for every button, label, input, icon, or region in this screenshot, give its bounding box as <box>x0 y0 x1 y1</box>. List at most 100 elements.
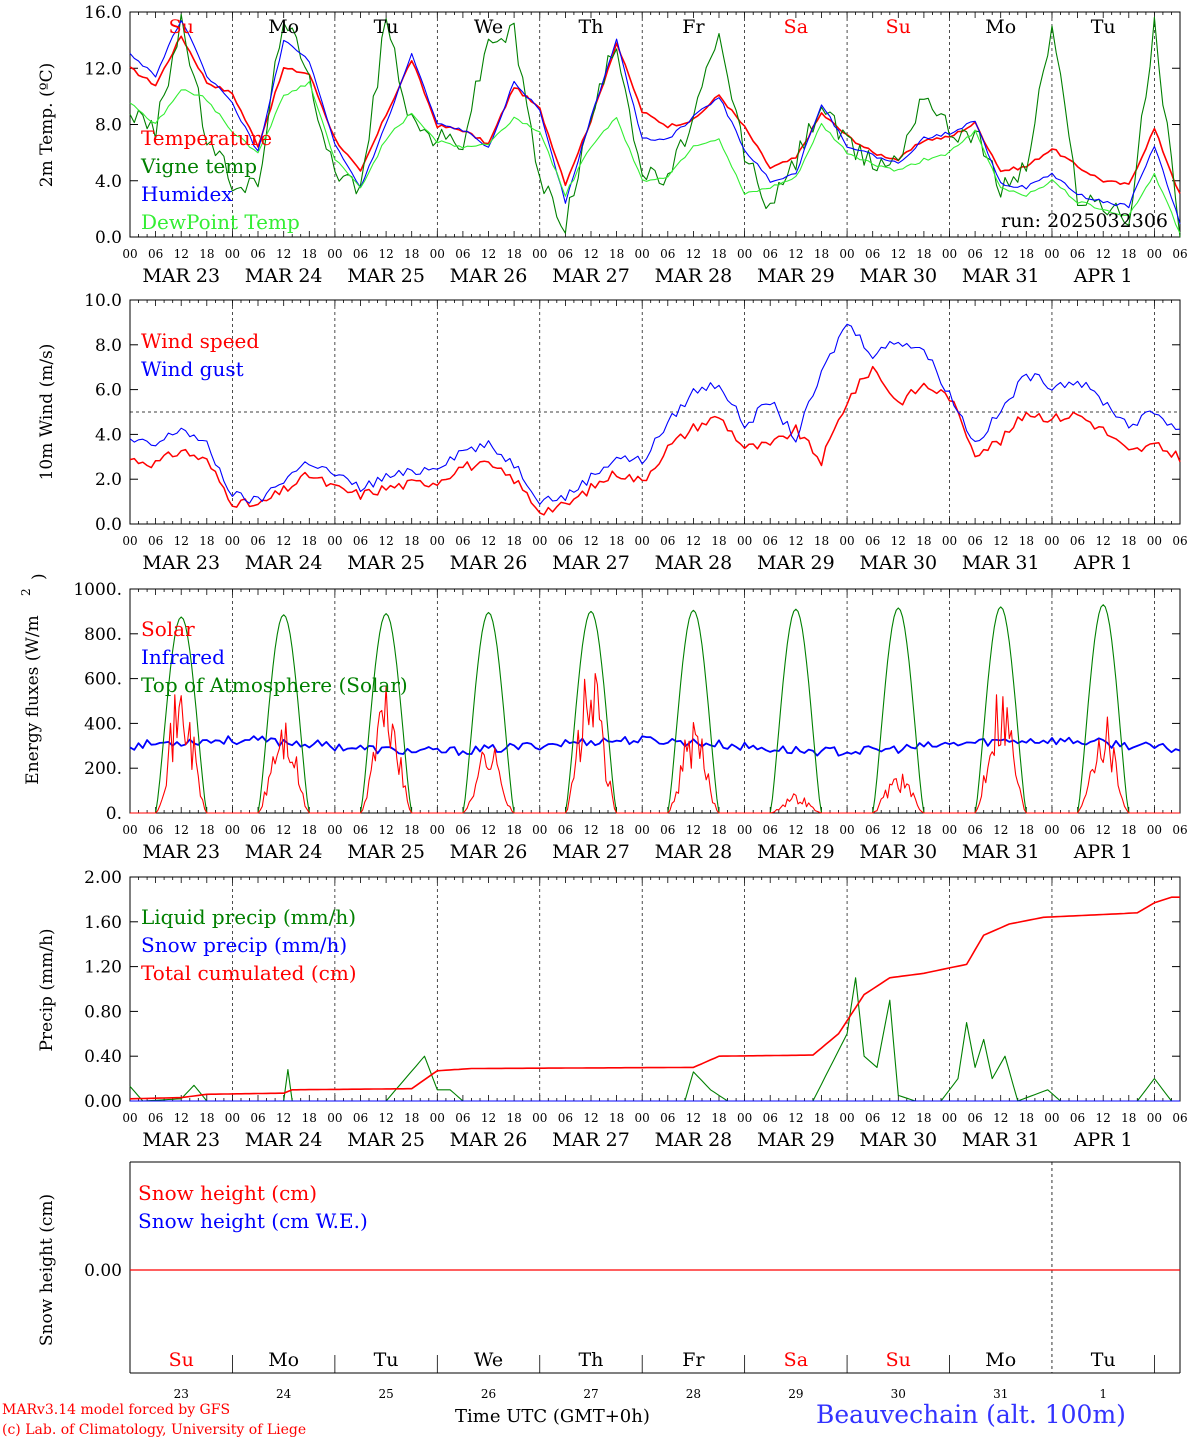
precip-hour-label: 06 <box>1172 1111 1187 1125</box>
precip-date-label: MAR 31 <box>962 1129 1040 1151</box>
temp-date-label: MAR 25 <box>347 265 425 287</box>
precip-hour-label: 06 <box>148 1111 163 1125</box>
precip-hour-label: 18 <box>507 1111 522 1125</box>
wind-hour-label: 06 <box>1172 534 1187 548</box>
energy-hour-label: 06 <box>558 823 573 837</box>
wind-hour-label: 06 <box>148 534 163 548</box>
energy-y-tick-label: 1000. <box>73 580 122 600</box>
energy-hour-label: 06 <box>1172 823 1187 837</box>
precip-date-label: MAR 30 <box>859 1129 937 1151</box>
energy-date-label: MAR 24 <box>245 841 323 863</box>
temp-hour-label: 00 <box>532 247 547 261</box>
temp-weekday-label: Tu <box>374 16 399 38</box>
energy-toa-line <box>130 604 1180 814</box>
temp-hour-label: 12 <box>583 247 598 261</box>
wind-date-label: MAR 24 <box>245 552 323 574</box>
energy-hour-label: 06 <box>250 823 265 837</box>
snow-weekday-label: Fr <box>682 1349 705 1371</box>
temp-y-tick-label: 8.0 <box>95 116 122 136</box>
temp-hour-label: 06 <box>148 247 163 261</box>
energy-hour-label: 18 <box>302 823 317 837</box>
wind-hour-label: 12 <box>583 534 598 548</box>
snow-day-number: 29 <box>788 1387 803 1401</box>
energy-date-label: MAR 23 <box>142 841 220 863</box>
model-credits: MARv3.14 model forced by GFS (c) Lab. of… <box>2 1400 306 1440</box>
precip-hour-label: 18 <box>302 1111 317 1125</box>
wind-hour-label: 18 <box>1019 534 1034 548</box>
temp-legend-entry: Temperature <box>141 126 272 150</box>
wind-hour-label: 00 <box>942 534 957 548</box>
temp-hour-label: 06 <box>250 247 265 261</box>
temp-hour-label: 18 <box>711 247 726 261</box>
wind-hour-label: 00 <box>122 534 137 548</box>
temp-weekday-label: Mo <box>985 16 1016 38</box>
temp-hour-label: 06 <box>455 247 470 261</box>
wind-y-axis-label: 10m Wind (m/s) <box>37 344 57 481</box>
snow-weekday-label: Su <box>169 1349 194 1371</box>
temp-series-line <box>129 20 1181 225</box>
precip-hour-label: 00 <box>430 1111 445 1125</box>
energy-hour-label: 06 <box>455 823 470 837</box>
energy-hour-label: 12 <box>481 823 496 837</box>
temp-hour-label: 06 <box>353 247 368 261</box>
precip-y-tick-label: 2.00 <box>84 868 122 888</box>
energy-hour-label: 06 <box>763 823 778 837</box>
snow-day-number: 31 <box>993 1387 1008 1401</box>
wind-hour-label: 00 <box>225 534 240 548</box>
energy-hour-label: 18 <box>711 823 726 837</box>
temp-hour-label: 12 <box>686 247 701 261</box>
energy-hour-label: 12 <box>686 823 701 837</box>
energy-date-label: MAR 26 <box>450 841 528 863</box>
precip-hour-label: 06 <box>353 1111 368 1125</box>
energy-y-tick-label: 200. <box>84 759 122 779</box>
temp-hour-label: 00 <box>839 247 854 261</box>
temp-date-label: MAR 23 <box>142 265 220 287</box>
snow-weekday-label: Su <box>886 1349 911 1371</box>
temp-hour-label: 06 <box>558 247 573 261</box>
wind-y-tick-label: 8.0 <box>95 336 122 356</box>
snow-y-axis-label: Snow height (cm) <box>37 1194 57 1346</box>
energy-hour-label: 00 <box>1044 823 1059 837</box>
precip-hour-label: 12 <box>1096 1111 1111 1125</box>
precip-hour-label: 06 <box>660 1111 675 1125</box>
temp-weekday-label: Fr <box>682 16 705 38</box>
precip-hour-label: 12 <box>276 1111 291 1125</box>
precip-y-axis-label: Precip (mm/h) <box>37 928 57 1051</box>
energy-hour-label: 18 <box>1121 823 1136 837</box>
energy-hour-label: 00 <box>430 823 445 837</box>
precip-hour-label: 18 <box>609 1111 624 1125</box>
wind-hour-label: 12 <box>276 534 291 548</box>
energy-date-label: MAR 30 <box>859 841 937 863</box>
wind-hour-label: 18 <box>507 534 522 548</box>
energy-hour-label: 18 <box>404 823 419 837</box>
energy-hour-label: 18 <box>609 823 624 837</box>
energy-hour-label: 00 <box>737 823 752 837</box>
wind-hour-label: 06 <box>660 534 675 548</box>
precip-date-label: MAR 25 <box>347 1129 425 1151</box>
energy-hour-label: 06 <box>660 823 675 837</box>
energy-y-tick-label: 400. <box>84 714 122 734</box>
snow-weekday-label: Th <box>579 1349 604 1371</box>
temp-weekday-label: Sa <box>784 16 808 38</box>
temp-y-axis-label: 2m Temp. (ºC) <box>37 63 57 188</box>
wind-hour-label: 18 <box>916 534 931 548</box>
temp-date-label: MAR 24 <box>245 265 323 287</box>
snow-day-number: 26 <box>481 1387 496 1401</box>
snow-day-number: 27 <box>583 1387 598 1401</box>
wind-hour-label: 06 <box>967 534 982 548</box>
precip-legend-entry: Total cumulated (cm) <box>141 961 357 985</box>
temp-legend-entry: Humidex <box>141 182 233 206</box>
precip-hour-label: 00 <box>1044 1111 1059 1125</box>
precip-date-label: MAR 26 <box>450 1129 528 1151</box>
temp-weekday-label: Su <box>169 16 194 38</box>
snow-legend-entry: Snow height (cm) <box>138 1181 317 1205</box>
wind-date-label: MAR 26 <box>450 552 528 574</box>
temp-weekday-label: Tu <box>1091 16 1116 38</box>
wind-date-label: MAR 27 <box>552 552 630 574</box>
precip-y-tick-label: 1.20 <box>84 958 122 978</box>
temp-hour-label: 12 <box>481 247 496 261</box>
temp-date-label: APR 1 <box>1073 265 1133 287</box>
temp-hour-label: 06 <box>763 247 778 261</box>
snow-day-number: 28 <box>686 1387 701 1401</box>
temp-hour-label: 12 <box>891 247 906 261</box>
